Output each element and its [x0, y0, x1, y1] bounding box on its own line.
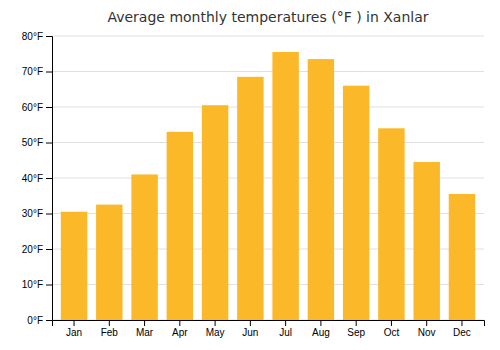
x-tick-mark — [391, 320, 392, 326]
y-tick-label: 10°F — [22, 279, 43, 290]
chart-container: Jan Feb Mar Apr May Jun Jul Aug Sep Oct Nov Dec 0°F 1… — [0, 0, 500, 350]
y-tick-label: 0°F — [27, 315, 43, 326]
x-tick: May — [206, 320, 225, 338]
grid — [52, 36, 484, 320]
bar — [272, 52, 298, 320]
x-tick-label: Jul — [279, 327, 292, 338]
y-tick: 80°F — [22, 31, 52, 42]
bar — [308, 59, 334, 320]
x-axis: Jan Feb Mar Apr May Jun Jul Aug Sep Oct Nov Dec — [53, 320, 485, 338]
x-tick-label: Dec — [453, 327, 471, 338]
x-tick-label: May — [206, 327, 225, 338]
y-tick-label: 80°F — [22, 31, 43, 42]
y-tick-mark — [46, 178, 52, 179]
x-tick: Jun — [242, 320, 258, 338]
x-tick-label: Feb — [101, 327, 119, 338]
y-tick: 0°F — [27, 315, 52, 326]
chart-svg: Jan Feb Mar Apr May Jun Jul Aug Sep Oct Nov Dec 0°F 1… — [0, 0, 500, 350]
x-tick: Dec — [453, 320, 471, 338]
grid-line — [52, 107, 484, 108]
x-tick-label: Oct — [384, 327, 400, 338]
y-axis-line — [46, 37, 53, 321]
grid-line — [52, 142, 484, 143]
y-tick-mark — [46, 285, 52, 286]
x-tick-mark — [356, 320, 357, 326]
x-tick-label: Apr — [172, 327, 188, 338]
bar — [131, 174, 157, 320]
bar — [202, 105, 228, 320]
bar — [237, 77, 263, 320]
y-tick-mark — [46, 107, 52, 108]
bar — [61, 212, 87, 320]
y-tick-mark — [46, 72, 52, 73]
x-tick-mark — [179, 320, 180, 326]
x-tick-mark — [250, 320, 251, 326]
x-tick-label: Mar — [136, 327, 154, 338]
y-tick-label: 50°F — [22, 137, 43, 148]
x-tick-mark — [215, 320, 216, 326]
y-tick-mark — [46, 249, 52, 250]
y-tick-mark — [46, 214, 52, 215]
y-tick: 60°F — [22, 102, 52, 113]
y-tick-mark — [46, 36, 52, 37]
y-tick-label: 60°F — [22, 102, 43, 113]
x-tick-mark — [74, 320, 75, 326]
bar — [378, 128, 404, 320]
y-tick-label: 40°F — [22, 173, 43, 184]
x-tick-mark — [426, 320, 427, 326]
plot-area — [61, 52, 475, 320]
y-tick: 50°F — [22, 137, 52, 148]
x-tick-label: Jun — [242, 327, 258, 338]
x-tick-label: Nov — [418, 327, 436, 338]
x-tick-label: Aug — [312, 327, 330, 338]
x-tick-label: Jan — [66, 327, 82, 338]
x-tick-mark — [285, 320, 286, 326]
x-axis-line — [53, 321, 485, 327]
x-tick: Aug — [312, 320, 330, 338]
y-tick: 20°F — [22, 244, 52, 255]
bar — [96, 205, 122, 320]
x-tick: Oct — [384, 320, 400, 338]
title: Average monthly temperatures (°F ) in Xa… — [107, 9, 428, 25]
y-tick-label: 70°F — [22, 66, 43, 77]
x-tick: Jan — [66, 320, 82, 338]
x-tick-mark — [109, 320, 110, 326]
x-tick-mark — [144, 320, 145, 326]
y-tick-label: 30°F — [22, 208, 43, 219]
x-tick: Sep — [347, 320, 365, 338]
y-tick-mark — [46, 143, 52, 144]
x-tick: Feb — [101, 320, 119, 338]
x-tick: Mar — [136, 320, 154, 338]
y-tick: 30°F — [22, 208, 52, 219]
y-tick: 40°F — [22, 173, 52, 184]
grid-line — [52, 71, 484, 72]
bar — [167, 132, 193, 320]
x-tick: Apr — [172, 320, 188, 338]
x-tick-mark — [320, 320, 321, 326]
y-axis: 0°F 10°F 20°F 30°F 40°F 50°F 60°F 70°F 80°F — [22, 31, 53, 326]
bar — [413, 162, 439, 320]
x-tick: Jul — [279, 320, 292, 338]
bar — [343, 86, 369, 320]
y-tick: 70°F — [22, 66, 52, 77]
y-tick: 10°F — [22, 279, 52, 290]
x-tick-mark — [461, 320, 462, 326]
grid-line — [52, 36, 484, 37]
bar — [449, 194, 475, 320]
y-tick-label: 20°F — [22, 244, 43, 255]
y-tick-mark — [46, 320, 52, 321]
x-tick: Nov — [418, 320, 436, 338]
x-tick-label: Sep — [347, 327, 365, 338]
